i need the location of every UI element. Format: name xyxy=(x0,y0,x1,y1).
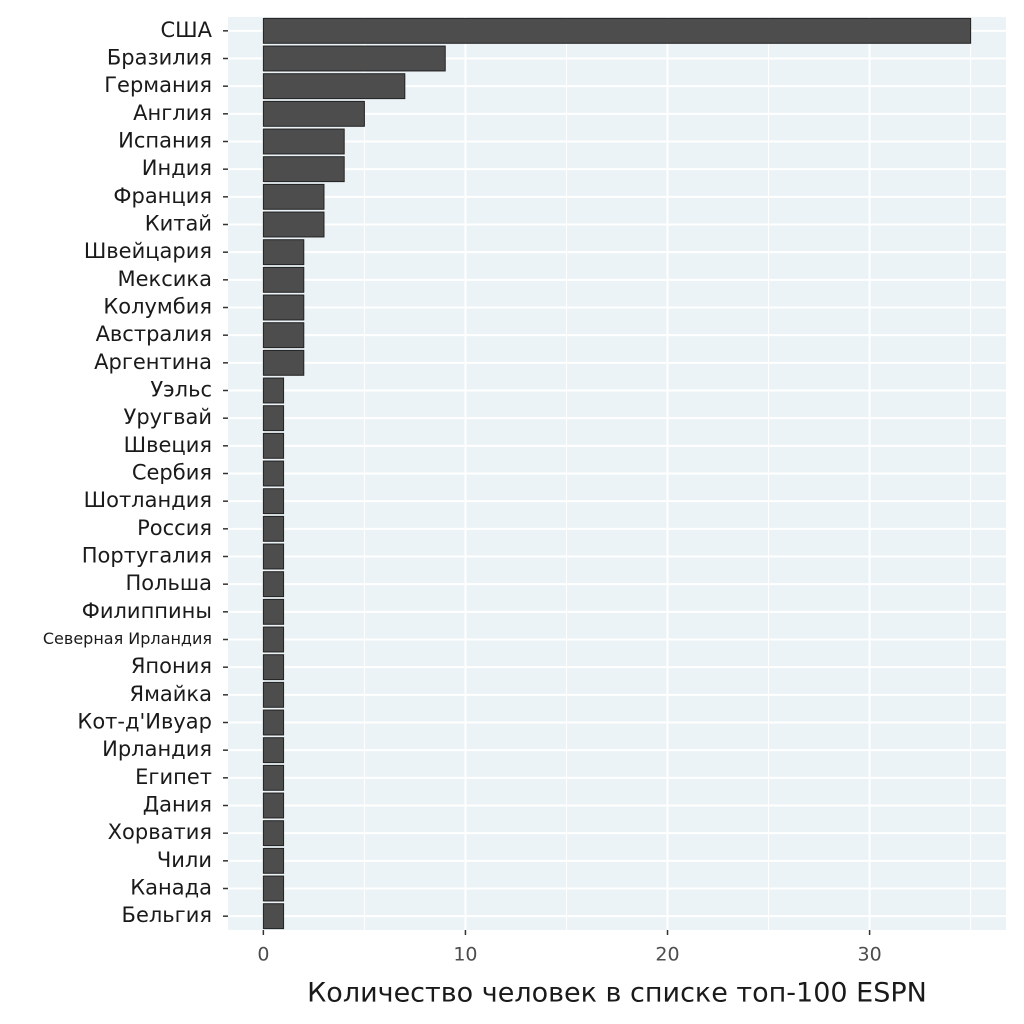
y-tick-label: Кот-д'Ивуар xyxy=(77,710,212,734)
y-tick-label: Аргентина xyxy=(94,350,212,374)
bar xyxy=(262,156,345,183)
y-tick-label: США xyxy=(161,18,213,42)
bar xyxy=(262,571,285,598)
bar xyxy=(262,128,345,155)
y-tick-label: Португалия xyxy=(82,544,212,568)
bar xyxy=(262,45,446,72)
x-tick-label: 0 xyxy=(257,944,269,966)
bar xyxy=(262,626,285,653)
bar xyxy=(262,737,285,764)
bar xyxy=(262,847,285,874)
y-tick-label: Франция xyxy=(113,184,212,208)
bar xyxy=(262,322,305,349)
bar xyxy=(262,349,305,376)
y-tick-label: Германия xyxy=(104,73,212,97)
y-tick-label: Северная Ирландия xyxy=(43,629,212,648)
y-tick-label: Япония xyxy=(131,654,212,678)
bar xyxy=(262,266,305,293)
x-tick-label: 20 xyxy=(655,944,679,966)
bar xyxy=(262,211,325,238)
y-tick-label: Канада xyxy=(130,876,212,900)
y-tick-label: Бельгия xyxy=(122,903,212,927)
bar xyxy=(262,73,406,100)
bar xyxy=(262,875,285,902)
bar xyxy=(262,488,285,515)
y-tick-label: Польша xyxy=(125,571,212,595)
bar xyxy=(262,543,285,570)
x-axis-label: Количество человек в списке топ-100 ESPN xyxy=(307,978,927,1009)
bar xyxy=(262,460,285,487)
bar xyxy=(262,792,285,819)
bar xyxy=(262,764,285,791)
y-tick-label: Англия xyxy=(133,101,212,125)
y-tick-label: Швеция xyxy=(124,433,212,457)
bar xyxy=(262,903,285,930)
y-tick-label: Дания xyxy=(143,793,212,817)
bar xyxy=(262,654,285,681)
y-tick-label: Уругвай xyxy=(124,405,212,429)
y-tick-label: Индия xyxy=(142,156,212,180)
bar xyxy=(262,598,285,625)
bar xyxy=(262,183,325,210)
bar xyxy=(262,709,285,736)
x-tick-label: 30 xyxy=(858,944,882,966)
y-tick-label: Бразилия xyxy=(107,46,212,70)
bar xyxy=(262,377,285,404)
bar xyxy=(262,17,972,44)
y-tick-label: Египет xyxy=(135,765,212,789)
bar xyxy=(262,432,285,459)
bar xyxy=(262,515,285,542)
x-tick-label: 10 xyxy=(453,944,477,966)
y-tick-label: Россия xyxy=(137,516,212,540)
bar xyxy=(262,239,305,266)
y-tick-label: Сербия xyxy=(132,461,212,485)
y-tick-label: Австралия xyxy=(96,322,212,346)
y-tick-label: Мексика xyxy=(118,267,212,291)
y-tick-label: Испания xyxy=(118,129,212,153)
y-tick-label: Филиппины xyxy=(82,599,212,623)
bar xyxy=(262,405,285,432)
bar xyxy=(262,100,365,127)
y-tick-label: Колумбия xyxy=(103,295,212,319)
y-tick-label: Чили xyxy=(157,848,212,872)
y-tick-label: Уэльс xyxy=(150,378,212,402)
bar xyxy=(262,681,285,708)
y-tick-label: Ирландия xyxy=(102,737,212,761)
bar xyxy=(262,294,305,321)
y-tick-label: Хорватия xyxy=(108,820,212,844)
y-tick-label: Швейцария xyxy=(84,239,212,263)
y-tick-label: Ямайка xyxy=(129,682,212,706)
y-tick-label: Шотландия xyxy=(84,488,212,512)
bar xyxy=(262,820,285,847)
y-tick-label: Китай xyxy=(145,212,212,236)
